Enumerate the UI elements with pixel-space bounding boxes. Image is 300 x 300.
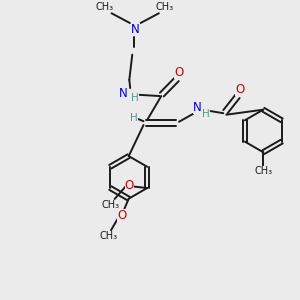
- Text: CH₃: CH₃: [156, 2, 174, 12]
- Text: H: H: [131, 93, 139, 103]
- Text: H: H: [130, 113, 138, 123]
- Text: H: H: [202, 109, 210, 119]
- Text: CH₃: CH₃: [254, 167, 272, 176]
- Text: CH₃: CH₃: [102, 200, 120, 210]
- Text: O: O: [117, 209, 127, 222]
- Text: N: N: [193, 101, 202, 114]
- Text: N: N: [131, 23, 140, 36]
- Text: CH₃: CH₃: [96, 2, 114, 12]
- Text: O: O: [125, 179, 134, 192]
- Text: N: N: [119, 87, 128, 100]
- Text: O: O: [174, 66, 184, 79]
- Text: O: O: [235, 83, 244, 96]
- Text: CH₃: CH₃: [100, 231, 118, 241]
